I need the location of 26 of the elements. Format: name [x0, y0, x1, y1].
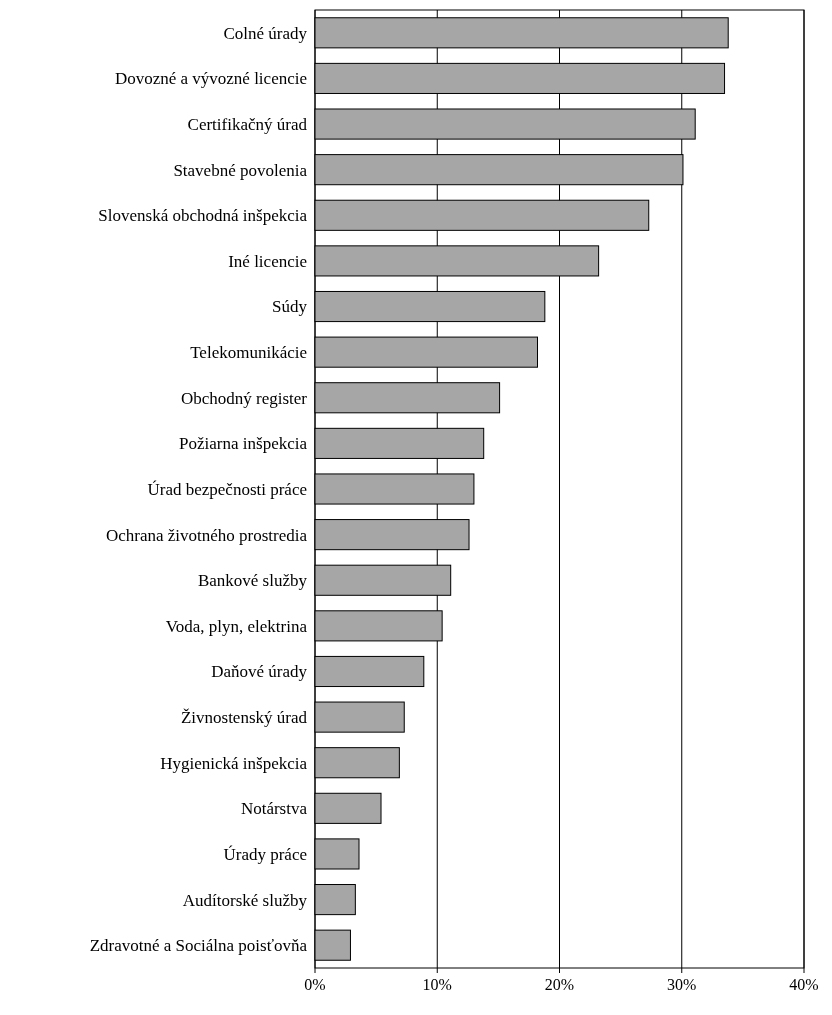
- y-tick-label: Požiarna inšpekcia: [179, 434, 308, 454]
- y-tick-label: Notárstva: [240, 799, 308, 819]
- y-tick-label: Iné licencie: [228, 251, 307, 271]
- y-tick-label: Úrad bezpečnosti práce: [147, 479, 307, 499]
- y-tick-label: Živnostenský úrad: [180, 708, 308, 728]
- x-tick-label: 20%: [544, 976, 575, 993]
- x-tick-label: 10%: [422, 976, 452, 993]
- y-tick-label: Certifikačný úrad: [187, 115, 308, 134]
- y-tick-label: Obchodný register: [180, 388, 308, 408]
- y-tick-label: Bankové služby: [197, 571, 308, 591]
- x-tick-label: 30%: [667, 976, 697, 993]
- y-tick-label: Voda, plyn, elektrina: [165, 616, 308, 636]
- y-tick-label: Ochrana životného prostredia: [105, 525, 308, 545]
- y-tick-label: Súdy: [272, 297, 308, 317]
- y-tick-label: Úrady práce: [223, 844, 307, 864]
- y-tick-label: Dovozné a vývozné licencie: [114, 69, 307, 89]
- y-tick-label: Stavebné povolenia: [173, 160, 308, 180]
- y-tick-label: Slovenská obchodná inšpekcia: [98, 206, 308, 226]
- y-tick-label: Colné úrady: [223, 23, 308, 43]
- x-tick-label: 0%: [304, 976, 326, 993]
- y-tick-label: Hygienická inšpekcia: [160, 753, 308, 773]
- y-tick-label: Telekomunikácie: [190, 343, 307, 363]
- y-tick-label: Daňové úrady: [211, 662, 308, 682]
- y-tick-label: Zdravotné a Sociálna poisťovňa: [89, 936, 308, 956]
- y-tick-label: Audítorské služby: [182, 890, 308, 910]
- x-tick-label: 40%: [789, 976, 819, 993]
